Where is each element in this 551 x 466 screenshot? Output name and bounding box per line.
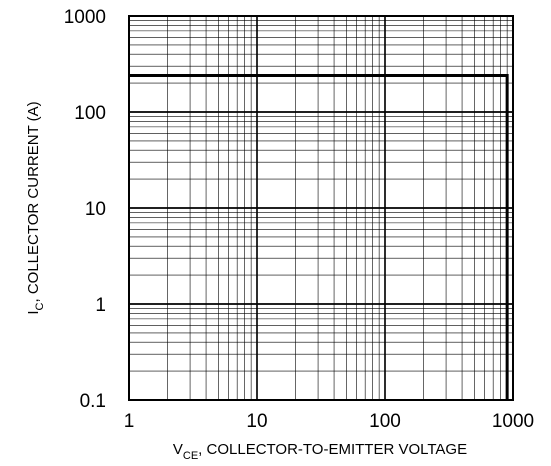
y-tick-labels: 0.1 1 10 100 1000 xyxy=(64,7,106,412)
series-group xyxy=(129,74,509,400)
x-axis-label: VCE, COLLECTOR-TO-EMITTER VOLTAGE xyxy=(173,441,467,462)
x-axis-label-sub: CE xyxy=(183,450,198,462)
x-tick-label: 100 xyxy=(369,411,401,432)
y-tick-label: 1 xyxy=(95,295,106,316)
x-tick-label: 10 xyxy=(246,411,267,432)
y-axis-label-main: I xyxy=(25,310,42,314)
y-axis-label-rest: , COLLECTOR CURRENT (A) xyxy=(25,101,42,302)
soa-boundary-line xyxy=(129,74,509,400)
y-tick-label: 0.1 xyxy=(80,391,106,412)
y-axis-label-sub: C xyxy=(34,302,46,310)
x-tick-labels: 1 10 100 1000 xyxy=(124,411,534,432)
y-tick-label: 10 xyxy=(85,199,106,220)
x-tick-label: 1000 xyxy=(492,411,534,432)
x-axis-label-rest: , COLLECTOR-TO-EMITTER VOLTAGE xyxy=(198,441,467,458)
x-axis-label-main: V xyxy=(173,441,183,458)
plot-frame xyxy=(128,15,514,401)
x-tick-label: 1 xyxy=(124,411,135,432)
y-tick-label: 100 xyxy=(74,103,106,124)
y-tick-label: 1000 xyxy=(64,7,106,28)
y-axis-label: IC, COLLECTOR CURRENT (A) xyxy=(25,101,46,314)
grid-lines xyxy=(128,15,514,401)
